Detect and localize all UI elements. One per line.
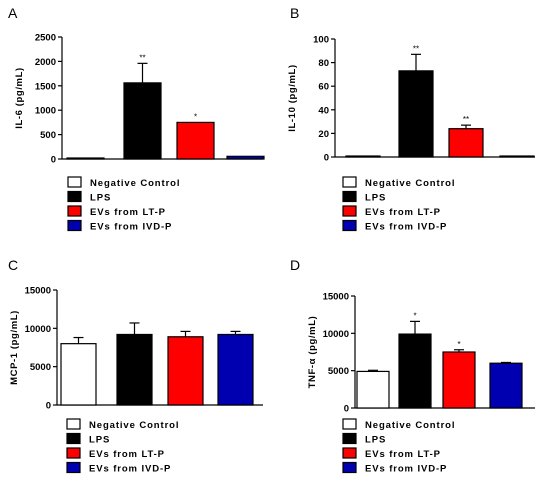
legend-swatch bbox=[342, 418, 357, 430]
bar-evs-from-ivd-p bbox=[489, 362, 523, 409]
bar-evs-from-ivd-p bbox=[217, 333, 254, 406]
bar-evs-from-ivd-p bbox=[499, 155, 535, 158]
legend-label: EVs from LT-P bbox=[365, 207, 441, 218]
legend-label: EVs from IVD-P bbox=[365, 222, 447, 233]
legend-swatch bbox=[67, 190, 82, 203]
chart-panel-b: B IL-10 (pg/mL) 0 20 40 60 80 100 ** ** Negative C… bbox=[287, 5, 535, 233]
y-axis-title: IL-6 (pg/mL) bbox=[14, 67, 25, 129]
y-axis-title: MCP-1 (pg/mL) bbox=[9, 310, 20, 385]
legend-label: Negative Control bbox=[89, 420, 179, 431]
bar-negative-control bbox=[356, 370, 390, 409]
legend: Negative Control LPS EVs from LT-P EVs from… bbox=[342, 418, 455, 475]
y-tick-label: 5000 bbox=[328, 366, 349, 377]
legend-label: Negative Control bbox=[90, 178, 180, 189]
bar-lps bbox=[398, 333, 432, 409]
bar-negative-control bbox=[66, 157, 105, 160]
panel-letter: B bbox=[290, 5, 299, 21]
y-tick-label: 20 bbox=[318, 129, 329, 140]
y-tick-label: 80 bbox=[318, 58, 329, 69]
y-tick-label: 15000 bbox=[323, 292, 349, 303]
legend-label: LPS bbox=[89, 435, 110, 446]
bar-negative-control bbox=[345, 155, 381, 158]
legend: Negative Control LPS EVs from LT-P EVs from… bbox=[67, 176, 180, 233]
chart-panel-d: D TNF-α (pg/mL) 0 5000 10000 15000 * * Negative … bbox=[290, 257, 535, 475]
y-tick-label: 60 bbox=[318, 82, 329, 93]
legend-label: LPS bbox=[365, 435, 386, 446]
significance-marker: ** bbox=[413, 44, 419, 53]
bar-evs-from-lt-p bbox=[176, 121, 215, 160]
y-axis-title: TNF-α (pg/mL) bbox=[307, 316, 318, 389]
legend-label: EVs from LT-P bbox=[365, 449, 441, 460]
y-axis-title: IL-10 (pg/mL) bbox=[287, 64, 298, 131]
legend-swatch bbox=[66, 461, 81, 474]
legend-swatch bbox=[342, 190, 357, 203]
bar-negative-control bbox=[60, 343, 97, 406]
legend-swatch bbox=[66, 447, 81, 459]
legend-swatch bbox=[342, 219, 357, 232]
panel-letter: D bbox=[290, 257, 300, 273]
legend-swatch bbox=[342, 461, 357, 474]
legend-label: EVs from LT-P bbox=[89, 449, 165, 460]
legend-label: EVs from LT-P bbox=[90, 207, 166, 218]
legend-swatch bbox=[342, 432, 357, 445]
bar-evs-from-lt-p bbox=[448, 128, 484, 158]
legend: Negative Control LPS EVs from LT-P EVs from… bbox=[342, 176, 455, 233]
legend-label: LPS bbox=[365, 193, 386, 204]
y-tick-label: 10000 bbox=[25, 324, 51, 335]
legend-label: Negative Control bbox=[365, 178, 455, 189]
legend-label: EVs from IVD-P bbox=[90, 222, 172, 233]
legend-swatch bbox=[342, 205, 357, 217]
y-tick-label: 0 bbox=[51, 155, 56, 166]
y-tick-label: 5000 bbox=[30, 362, 51, 373]
legend-swatch bbox=[342, 176, 357, 188]
y-tick-label: 0 bbox=[324, 153, 329, 164]
chart-panel-a: AIL-6 (pg/mL)05001000150020002500***Nega… bbox=[8, 5, 265, 233]
y-tick-label: 2500 bbox=[35, 33, 56, 44]
legend-label: EVs from IVD-P bbox=[89, 464, 171, 475]
significance-marker: ** bbox=[463, 115, 469, 124]
y-tick-label: 2000 bbox=[35, 57, 56, 68]
legend-swatch bbox=[342, 447, 357, 459]
significance-marker: ** bbox=[139, 53, 145, 62]
chart-panel-c: C MCP-1 (pg/mL) 0 5000 10000 15000 Negative Co… bbox=[8, 257, 263, 475]
legend-swatch bbox=[66, 418, 81, 430]
y-tick-label: 500 bbox=[40, 130, 56, 141]
legend-label: Negative Control bbox=[365, 420, 455, 431]
legend-swatch bbox=[67, 176, 82, 188]
legend-swatch bbox=[67, 219, 82, 232]
y-tick-label: 100 bbox=[313, 35, 329, 46]
bar-evs-from-ivd-p bbox=[226, 155, 265, 160]
y-tick-label: 40 bbox=[318, 105, 329, 116]
bar-lps bbox=[398, 70, 434, 158]
y-tick-label: 0 bbox=[344, 404, 349, 415]
y-tick-label: 0 bbox=[46, 401, 51, 412]
legend-swatch bbox=[66, 432, 81, 445]
y-tick-label: 1000 bbox=[35, 106, 56, 117]
legend-label: LPS bbox=[90, 193, 111, 204]
legend-label: EVs from IVD-P bbox=[365, 464, 447, 475]
y-tick-label: 1500 bbox=[35, 81, 56, 92]
significance-marker: * bbox=[457, 340, 460, 349]
legend-swatch bbox=[67, 205, 82, 217]
significance-marker: * bbox=[194, 112, 197, 121]
significance-marker: * bbox=[413, 311, 416, 320]
y-tick-label: 15000 bbox=[25, 286, 51, 297]
bar-lps bbox=[116, 333, 153, 406]
y-tick-label: 10000 bbox=[323, 329, 349, 340]
panel-letter: C bbox=[8, 257, 18, 273]
panel-letter: A bbox=[8, 5, 18, 21]
bar-evs-from-lt-p bbox=[442, 351, 476, 409]
bar-evs-from-lt-p bbox=[167, 336, 204, 406]
bar-lps bbox=[123, 82, 162, 160]
legend: Negative Control LPS EVs from LT-P EVs from… bbox=[66, 418, 179, 475]
